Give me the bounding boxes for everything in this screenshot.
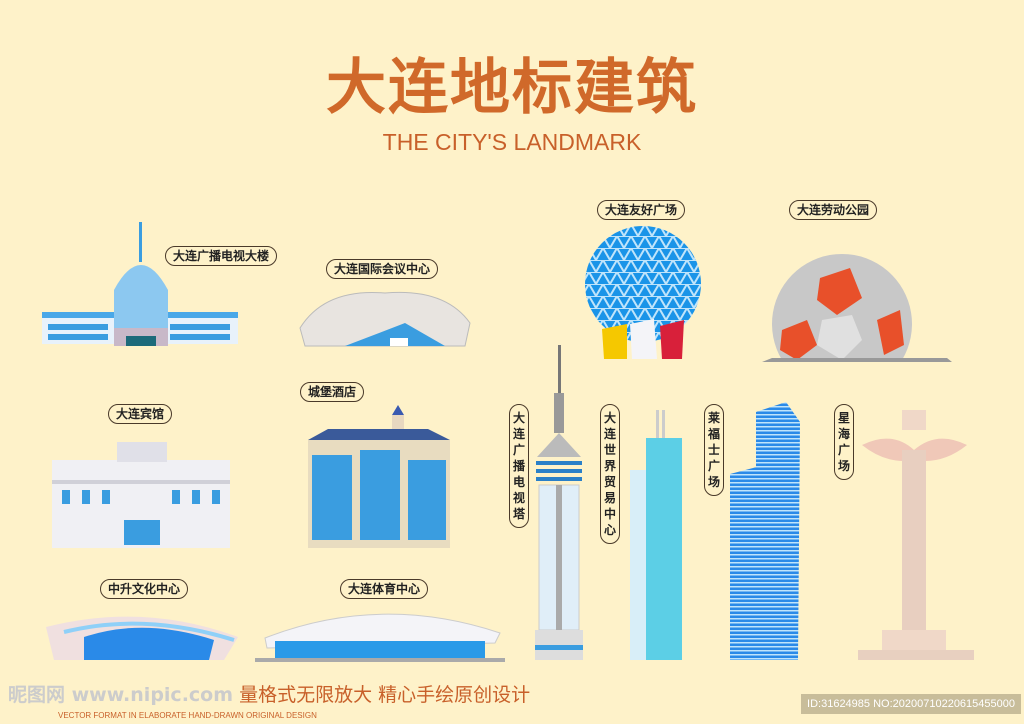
conference-center-illustration bbox=[299, 291, 471, 347]
label-raffles-city-text: 莱福士广场 bbox=[708, 411, 721, 489]
label-sports-center: 大连体育中心 bbox=[340, 579, 429, 599]
world-trade-center-illustration bbox=[630, 410, 682, 660]
castle-hotel-illustration bbox=[308, 405, 450, 548]
label-xinghai-square: 星海广场 bbox=[834, 404, 854, 480]
page-title: 大连地标建筑 bbox=[326, 53, 698, 123]
sports-center-illustration bbox=[255, 613, 505, 662]
label-castle-hotel: 城堡酒店 bbox=[300, 382, 365, 402]
page-subtitle: THE CITY'S LANDMARK bbox=[382, 129, 642, 155]
dalian-hotel-illustration bbox=[52, 442, 230, 548]
label-labor-park: 大连劳动公园 bbox=[789, 200, 878, 220]
image-id-badge: ID:31624985 NO:20200710220615455000 bbox=[801, 694, 1021, 714]
friendship-square-illustration bbox=[585, 226, 701, 359]
tv-tower-illustration bbox=[535, 345, 583, 660]
label-world-trade-center: 大连世界贸易中心 bbox=[600, 404, 620, 544]
footer-slogan-en: VECTOR FORMAT IN ELABORATE HAND-DRAWN OR… bbox=[58, 711, 317, 720]
label-tv-tower-text: 大连广播电视塔 bbox=[513, 411, 526, 521]
xinghai-square-illustration bbox=[858, 410, 974, 660]
label-raffles-city: 莱福士广场 bbox=[704, 404, 724, 496]
slogan-text: 量格式无限放大 精心手绘原创设计 bbox=[239, 684, 531, 706]
labor-park-illustration bbox=[762, 253, 952, 362]
watermark: 昵图网 www.nipic.com bbox=[8, 684, 234, 706]
label-friendship-square: 大连友好广场 bbox=[597, 200, 686, 220]
raffles-city-illustration bbox=[730, 402, 800, 660]
label-xinghai-square-text: 星海广场 bbox=[838, 411, 851, 473]
label-zhongsheng-center: 中升文化中心 bbox=[100, 579, 189, 599]
label-world-trade-center-text: 大连世界贸易中心 bbox=[604, 411, 617, 537]
tv-building-illustration bbox=[42, 222, 238, 346]
label-dalian-hotel: 大连宾馆 bbox=[108, 404, 173, 424]
zhongsheng-center-illustration bbox=[46, 616, 238, 660]
label-tv-building: 大连广播电视大楼 bbox=[165, 246, 278, 266]
footer-slogan: 昵图网 www.nipic.com 量格式无限放大 精心手绘原创设计 bbox=[8, 684, 530, 706]
label-conference-center: 大连国际会议中心 bbox=[326, 259, 439, 279]
label-tv-tower: 大连广播电视塔 bbox=[509, 404, 529, 528]
